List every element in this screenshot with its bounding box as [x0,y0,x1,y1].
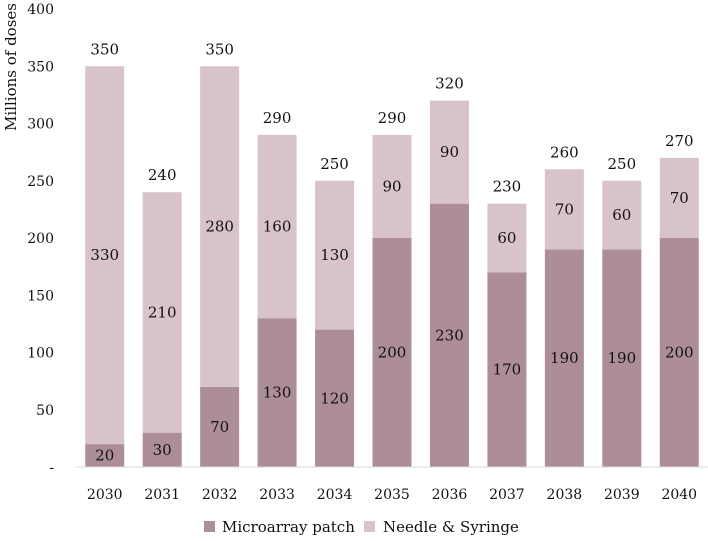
data-label-microarray-patch: 200 [665,344,694,362]
data-label-needle-syringe: 60 [497,229,516,247]
bar-segment-needle-syringe [315,180,355,330]
data-label-microarray-patch: 70 [210,418,229,436]
bar-segment-microarray-patch [544,249,584,467]
total-label: 270 [665,132,694,150]
y-tick-label: 250 [27,174,54,190]
x-axis: 2030 2031 2032 2033 2034 2035 2036 2037 2038 2039… [87,487,697,503]
y-axis-title: Millions of doses [2,3,20,131]
x-tick-label: 2031 [144,487,180,503]
data-label-needle-syringe: 330 [90,246,119,264]
total-label: 350 [90,40,119,58]
total-label: 240 [148,166,177,184]
legend-item-microarray-patch: Microarray patch [222,518,355,536]
x-tick-label: 2036 [432,487,468,503]
legend-swatch [204,521,215,532]
x-tick-label: 2035 [374,487,410,503]
x-tick-label: 2032 [202,487,238,503]
bar-segment-needle-syringe [659,157,699,238]
data-label-needle-syringe: 130 [320,246,349,264]
y-tick-label: 50 [36,403,54,419]
data-label-needle-syringe: 90 [382,177,401,195]
bar-segment-microarray-patch [487,272,527,467]
y-tick-label: 350 [27,59,54,75]
total-label: 250 [607,155,636,173]
x-tick-label: 2037 [489,487,525,503]
bar-segment-needle-syringe [85,66,125,445]
total-label: 350 [205,40,234,58]
data-label-microarray-patch: 230 [435,326,464,344]
data-label-needle-syringe: 160 [263,218,292,236]
y-tick-label: - [49,460,54,476]
bar-segment-microarray-patch [257,318,297,467]
data-label-microarray-patch: 200 [378,344,407,362]
total-label: 320 [435,75,464,93]
bar-segment-needle-syringe [429,100,469,204]
bar-segment-microarray-patch [200,386,240,467]
total-label: 290 [378,109,407,127]
data-label-needle-syringe: 70 [670,189,689,207]
data-label-microarray-patch: 170 [493,361,522,379]
data-label-microarray-patch: 120 [320,389,349,407]
legend-item-needle-syringe: Needle & Syringe [383,518,519,536]
y-tick-label: 300 [27,117,54,133]
data-label-needle-syringe: 210 [148,303,177,321]
data-label-needle-syringe: 70 [555,200,574,218]
y-tick-label: 150 [27,288,54,304]
y-tick-label: 400 [27,2,54,18]
y-axis: - 50 100 150 200 250 300 350 400 [27,2,54,476]
bar-segment-microarray-patch [142,432,182,467]
data-label-needle-syringe: 280 [205,218,234,236]
data-label-microarray-patch: 20 [95,447,114,465]
bars: 20 330 350 30 210 240 70 280 350 130 160 290 120 130 2… [85,40,699,467]
total-label: 260 [550,143,579,161]
bar-segment-microarray-patch [372,238,412,467]
bar-segment-needle-syringe [602,180,642,250]
data-label-needle-syringe: 90 [440,143,459,161]
total-label: 250 [320,155,349,173]
bar-segment-needle-syringe [200,66,240,387]
x-tick-label: 2039 [604,487,640,503]
bar-segment-microarray-patch [659,238,699,467]
y-tick-label: 200 [27,231,54,247]
bar-segment-needle-syringe [372,134,412,238]
x-tick-label: 2033 [259,487,295,503]
data-label-needle-syringe: 60 [612,206,631,224]
bar-segment-microarray-patch [85,444,125,467]
y-tick-label: 100 [27,346,54,362]
bar-segment-needle-syringe [257,134,297,319]
legend: Microarray patch Needle & Syringe [204,518,519,536]
data-label-microarray-patch: 190 [550,349,579,367]
data-label-microarray-patch: 190 [607,349,636,367]
bar-segment-microarray-patch [315,329,355,467]
legend-swatch [364,521,375,532]
bar-segment-microarray-patch [429,203,469,467]
bar-segment-needle-syringe [544,169,584,250]
total-label: 290 [263,109,292,127]
x-tick-label: 2040 [661,487,697,503]
x-tick-label: 2034 [317,487,353,503]
bar-segment-needle-syringe [487,203,527,273]
x-tick-label: 2030 [87,487,123,503]
data-label-microarray-patch: 130 [263,384,292,402]
x-tick-label: 2038 [547,487,583,503]
data-label-microarray-patch: 30 [153,441,172,459]
bar-segment-microarray-patch [602,249,642,467]
total-label: 230 [493,178,522,196]
bar-segment-needle-syringe [142,192,182,433]
